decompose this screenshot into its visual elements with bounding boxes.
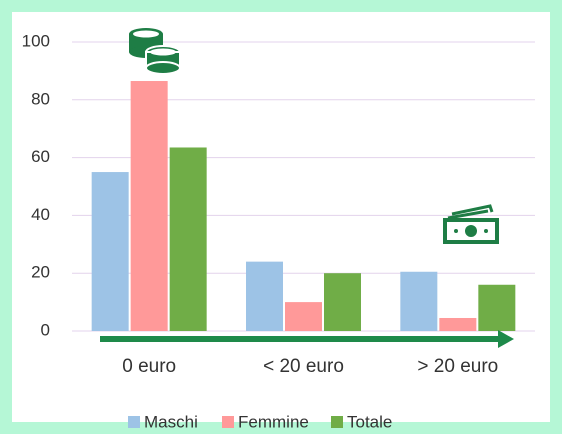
bar [130, 81, 168, 331]
bar [91, 172, 129, 331]
bar [439, 317, 477, 331]
x-tick-label: 0 euro [122, 356, 176, 377]
legend-label: Femmine [238, 412, 309, 431]
y-tick-label: 20 [31, 263, 50, 282]
x-tick-label: > 20 euro [417, 356, 498, 377]
legend-swatch [331, 416, 343, 428]
y-tick-label: 80 [31, 89, 50, 108]
bar [324, 273, 361, 331]
legend-swatch [128, 416, 140, 428]
bar [400, 271, 438, 331]
y-tick-label: 0 [41, 320, 50, 339]
bar [246, 261, 283, 331]
banknote-icon [443, 204, 499, 244]
y-tick-label: 40 [31, 205, 50, 224]
coins-icon [129, 28, 181, 75]
bar [169, 147, 207, 331]
bar [285, 302, 322, 331]
x-tick-label: < 20 euro [263, 356, 344, 377]
bar [478, 284, 516, 331]
legend-label: Totale [347, 412, 392, 431]
y-tick-label: 100 [22, 31, 50, 50]
axis-arrow [100, 330, 514, 348]
legend-label: Maschi [144, 412, 198, 431]
legend-swatch [222, 416, 234, 428]
y-tick-label: 60 [31, 147, 50, 166]
